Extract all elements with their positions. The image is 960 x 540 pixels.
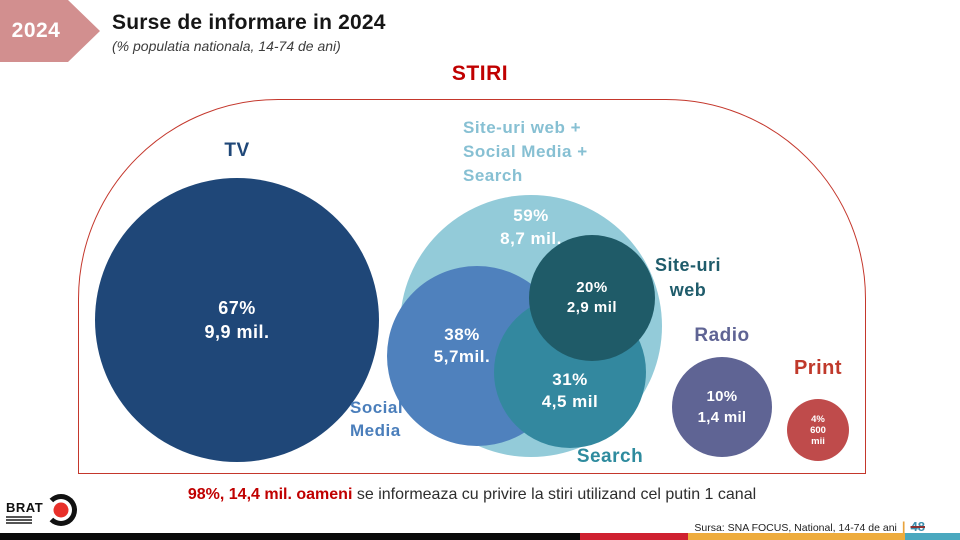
brat-logo-subtext-lines [6,516,43,524]
brat-logo-text: BRAT [6,500,44,524]
year-badge-label: 2024 [11,19,61,42]
page-subtitle: (% populatia nationala, 14-74 de ani) [112,38,341,54]
label-search: Search [576,446,644,467]
bubble-percent: 20% [576,279,608,296]
bubble-amount: 5,7mil. [433,347,491,366]
bottom-color-strip [0,533,960,540]
bubble-percent: 38% [444,325,480,344]
bubble-values: 4% 600 mii [810,414,826,447]
page-title: Surse de informare in 2024 [112,11,386,34]
bubble-amount: 1,4 mil [697,409,747,426]
strip-segment-gold [688,533,905,540]
source-separator: | [901,519,906,534]
dome-outline [78,99,866,474]
strip-segment-black [0,533,580,540]
bubble-percent: 67% [218,298,256,318]
bubble-amount: 8,7 mil. [500,229,562,248]
bubble-percent: 59% [513,206,549,225]
label-social-media: Social Media [350,398,404,440]
label-print: Print [793,357,843,379]
brat-logo-name: BRAT [6,500,44,515]
bubble-radio: 10% 1,4 mil [672,357,772,457]
source-text: Sursa: SNA FOCUS, National, 14-74 de ani [694,522,897,534]
bubble-values: 10% 1,4 mil [698,386,747,428]
bubble-values: 59% 8,7 mil. [400,204,662,250]
bubble-print: 4% 600 mii [787,399,849,461]
bubble-values: 31% 4,5 mil [494,369,646,413]
bubble-amount-unit: mii [811,435,825,447]
label-web-social-search: Site-uri web + Social Media + Search [463,118,588,185]
bubble-site-uri-web: 20% 2,9 mil [529,235,655,361]
bubble-values: 20% 2,9 mil [567,278,617,318]
brat-target-dot [53,502,69,518]
footnote-highlight: 98%, 14,4 mil. oameni [187,486,353,503]
strip-segment-red [580,533,688,540]
bubble-amount: 2,9 mil [566,299,618,316]
umbrella-label-stiri: STIRI [451,62,509,85]
bubble-values: 38% 5,7mil. [397,324,527,368]
footnote-rest: se informeaza cu privire la stiri utiliz… [356,486,757,503]
footnote: 98%, 14,4 mil. oameni se informeaza cu p… [78,486,866,504]
bubble-amount: 600 [810,424,826,436]
bubble-percent: 4% [811,413,825,425]
bubble-values: 67% 9,9 mil. [204,296,269,344]
bubble-amount: 4,5 mil [541,392,599,411]
strip-segment-teal [905,533,960,540]
brat-target-icon [45,494,78,526]
bubble-amount: 9,9 mil. [204,322,270,342]
label-site-uri-web: Site-uri web [654,255,721,300]
bubble-percent: 31% [552,370,588,389]
brat-logo: BRAT [6,494,78,526]
year-badge: 2024 [0,0,100,62]
bubble-percent: 10% [706,388,738,405]
label-radio: Radio [694,325,750,346]
label-tv: TV [224,140,250,161]
page-number: 48 [910,519,925,534]
source-line: Sursa: SNA FOCUS, National, 14-74 de ani… [691,519,928,534]
bubble-tv: 67% 9,9 mil. [95,178,379,462]
